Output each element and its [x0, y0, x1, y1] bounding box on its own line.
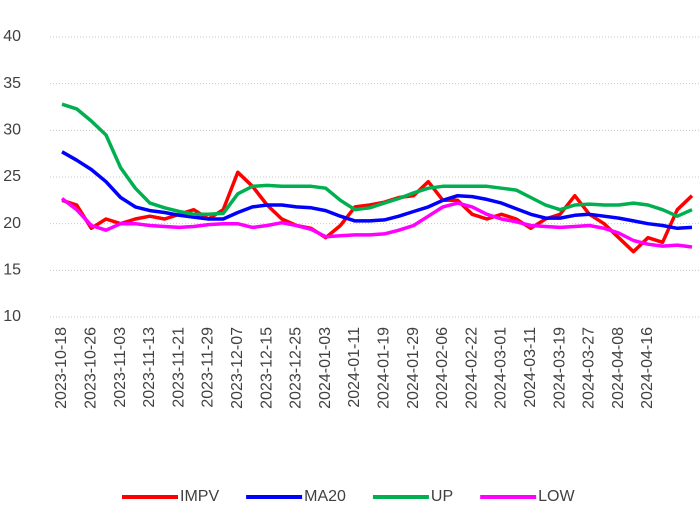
series-line — [61, 170, 694, 254]
y-tick-label: 25 — [3, 168, 21, 185]
y-tick-label: 20 — [3, 215, 21, 232]
series-line — [61, 102, 693, 218]
x-tick-label: 2024-01-19 — [376, 327, 393, 409]
legend-label: MA20 — [304, 488, 346, 505]
y-tick-label: 35 — [3, 75, 21, 92]
y-tick-label: 10 — [3, 308, 21, 325]
x-tick-label: 2024-04-08 — [610, 327, 627, 409]
x-tick-label: 2024-04-16 — [639, 327, 656, 409]
legend-label: IMPV — [180, 488, 219, 505]
x-tick-label: 2024-02-22 — [463, 327, 480, 409]
x-tick-label: 2023-12-07 — [229, 327, 246, 409]
x-tick-label: 2023-10-18 — [53, 327, 70, 409]
legend: IMPV MA20 UP LOW — [122, 488, 576, 505]
y-tick-label: 15 — [3, 262, 21, 279]
x-tick-label: 2023-11-29 — [200, 327, 217, 408]
x-tick-label: 2023-10-26 — [83, 327, 100, 409]
plot-area — [60, 102, 694, 254]
x-tick-label: 2023-11-21 — [170, 327, 187, 408]
series-line — [61, 150, 693, 231]
x-tick-label: 2023-12-25 — [288, 327, 305, 409]
legend-label: LOW — [538, 488, 575, 505]
y-tick-label: 30 — [3, 122, 21, 139]
x-tick-label: 2024-02-06 — [434, 327, 451, 409]
x-tick-label: 2024-01-29 — [405, 327, 422, 409]
x-tick-label: 2024-03-11 — [522, 327, 539, 408]
legend-label: UP — [431, 488, 453, 505]
y-tick-label: 40 — [3, 28, 21, 45]
x-tick-label: 2024-01-03 — [317, 327, 334, 409]
x-tick-label: 2024-01-11 — [346, 327, 363, 408]
x-tick-label: 2023-11-03 — [112, 327, 129, 408]
x-tick-label: 2024-03-19 — [551, 327, 568, 409]
x-tick-label: 2023-11-13 — [141, 327, 158, 408]
x-tick-label: 2024-03-27 — [581, 327, 598, 409]
x-tick-label: 2023-12-15 — [258, 327, 275, 409]
series-line — [60, 197, 693, 249]
x-tick-label: 2024-03-01 — [493, 327, 510, 409]
